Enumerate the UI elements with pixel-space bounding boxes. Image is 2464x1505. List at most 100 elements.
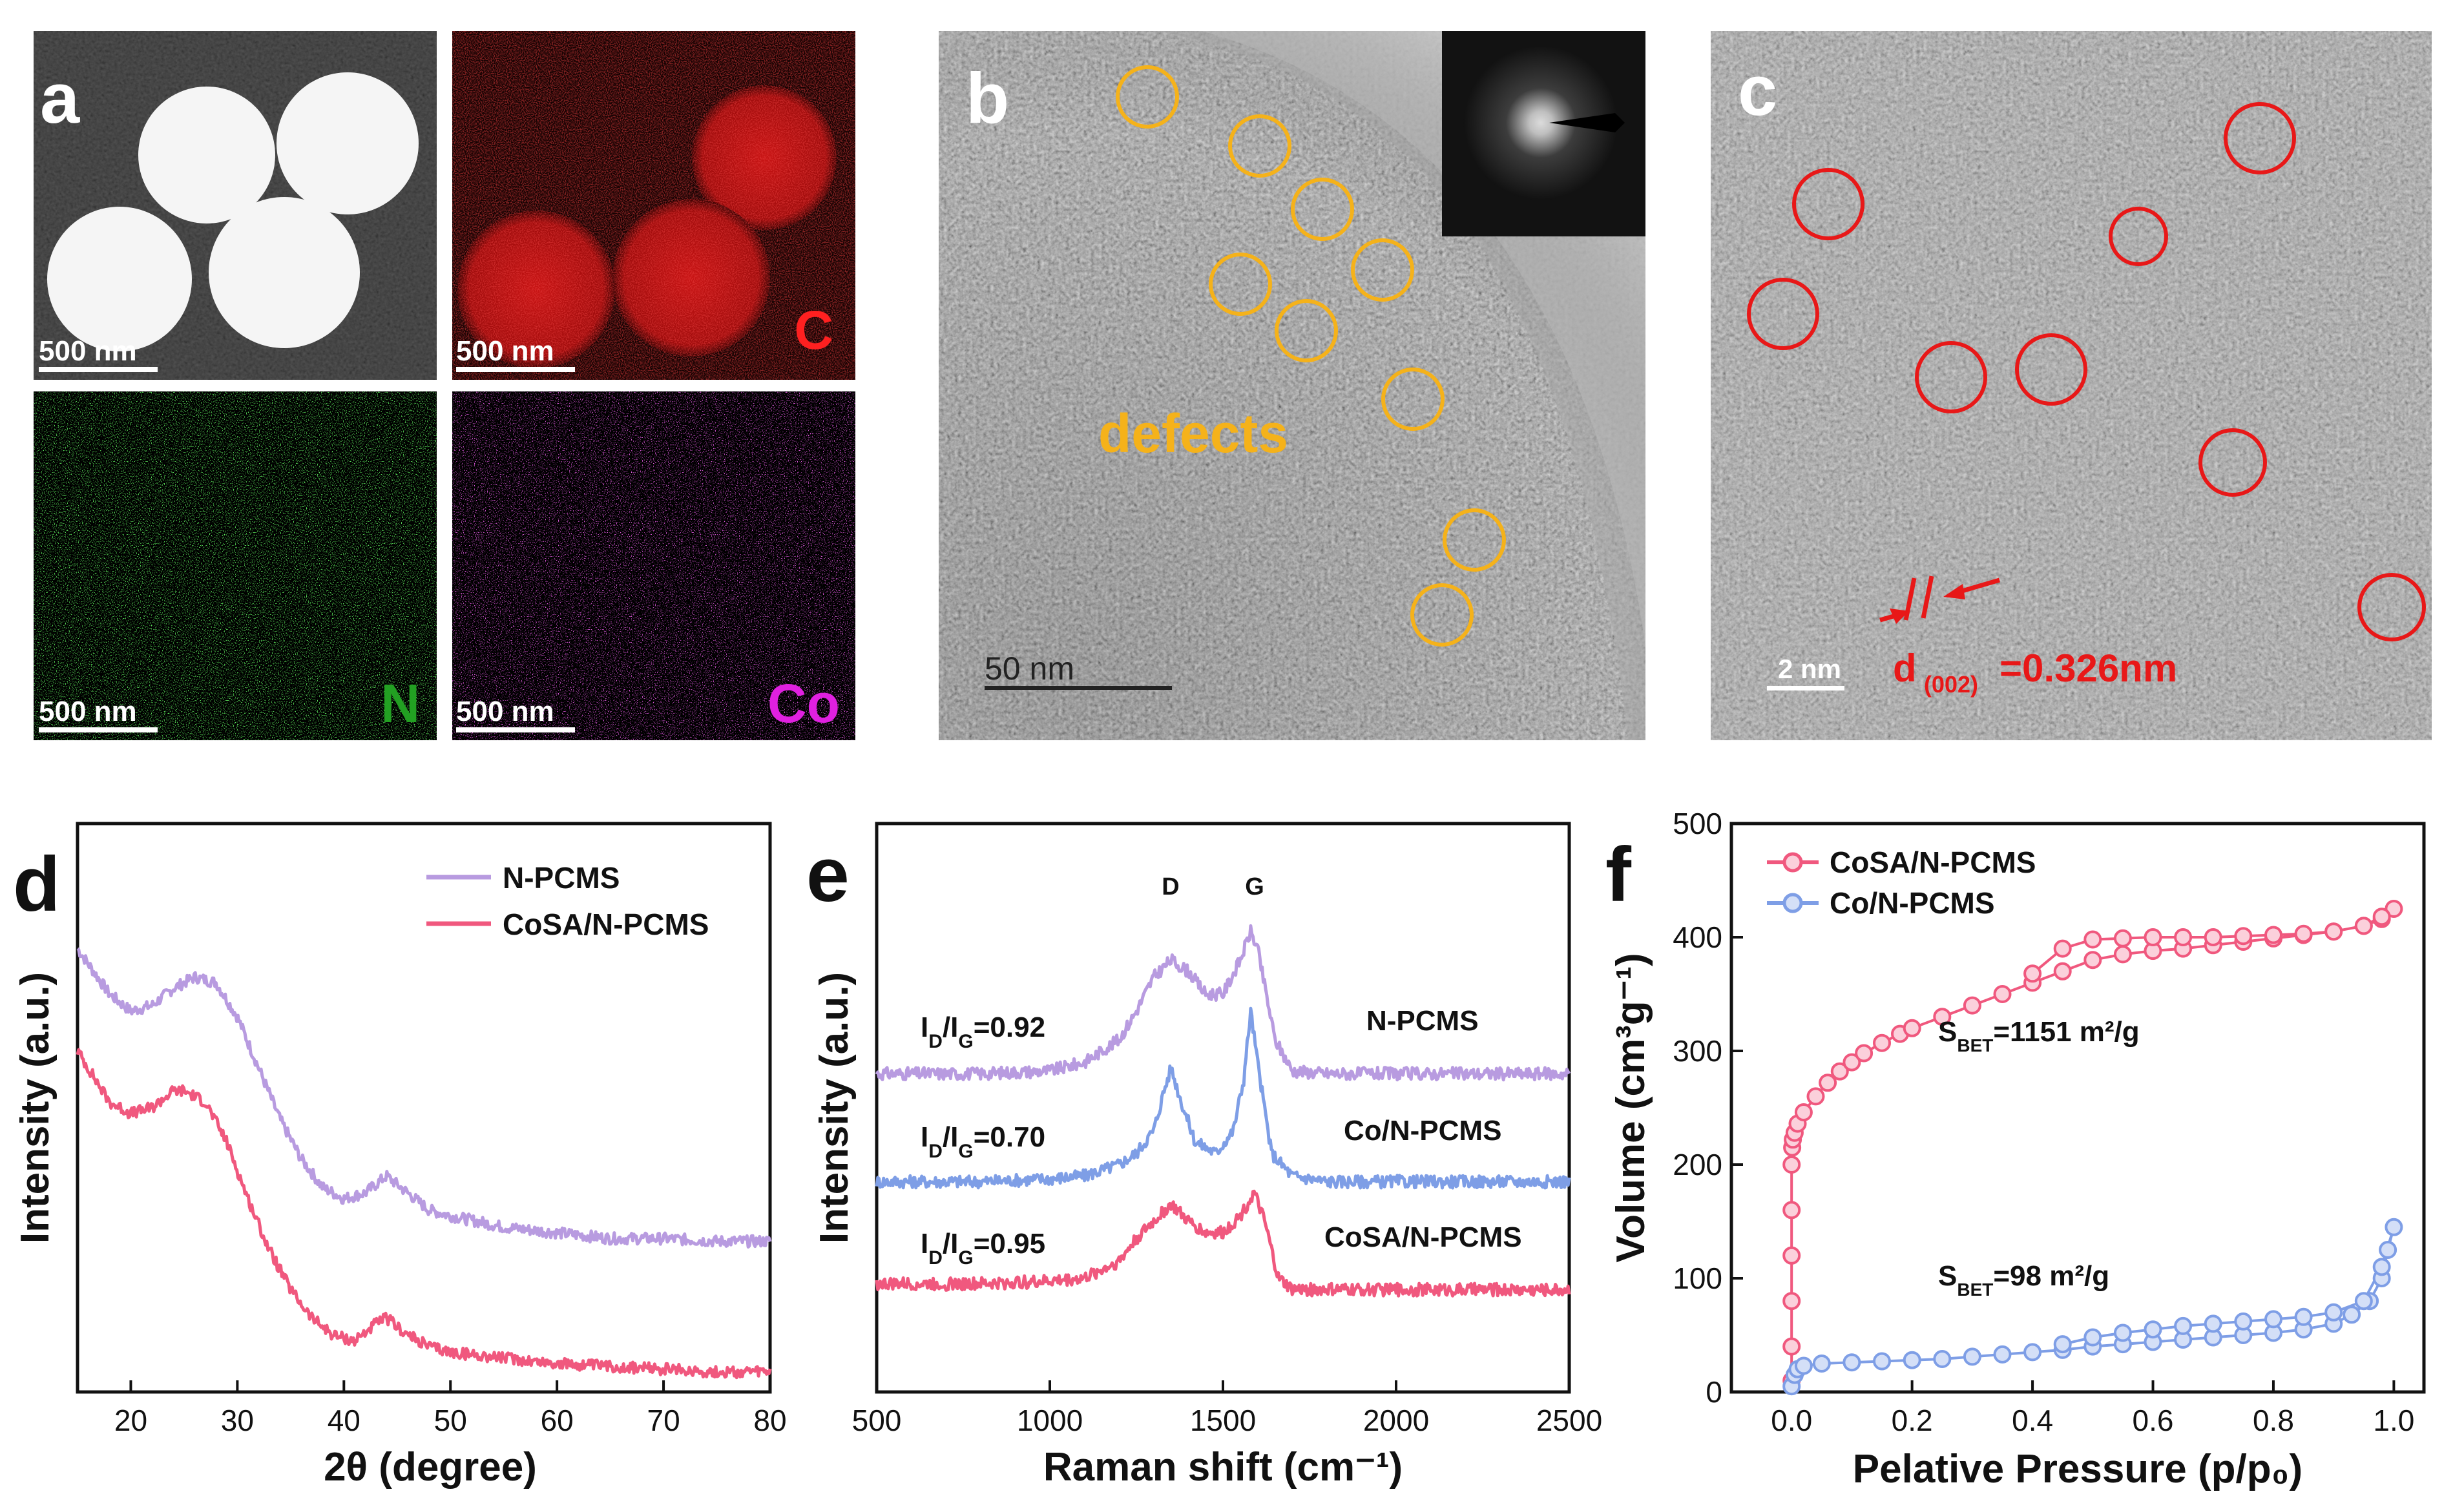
defect-marker [1291,178,1354,241]
sphere [277,72,419,214]
x-axis-label: Raman shift (cm⁻¹) [1043,1445,1403,1489]
y-tick-label: 400 [1673,920,1722,954]
ratio-label: ID/IG=0.95 [921,1228,1045,1269]
x-tick-label: 60 [541,1404,574,1437]
legend-marker [1782,852,1803,873]
data-point-co-n-pcms [2264,1310,2282,1329]
atom-marker [2015,333,2087,406]
defect-marker [1443,508,1506,572]
x-tick-label: 2500 [1536,1404,1602,1437]
data-point-cosa-n-pcms [2023,964,2042,983]
ratio-label: ID/IG=0.92 [921,1012,1045,1052]
x-tick-label: 500 [852,1404,902,1437]
data-point-cosa-n-pcms [2264,926,2282,944]
plot-frame [1729,822,2426,1394]
legend-label: CoSA/N-PCMS [503,908,709,941]
panel-a: a 500 nm C 500 nm N 500 nm Co [34,31,855,740]
data-point-co-n-pcms [2385,1218,2403,1236]
data-point-co-n-pcms [1903,1351,1921,1369]
y-axis-label: Intensity (a.u.) [13,972,57,1243]
sphere [138,87,275,223]
data-point-cosa-n-pcms [1782,1246,1801,1265]
legend-label: Co/N-PCMS [1830,886,1995,920]
series-label: Co/N-PCMS [1344,1115,1501,1147]
c-map: C 500 nm [452,31,855,380]
x-axis-label: 2θ (degree) [324,1445,537,1489]
x-tick-label: 0.0 [1771,1404,1812,1437]
data-point-co-n-pcms [1873,1352,1891,1371]
chart-e: 500 1000 1500 2000 2500 e Raman shift (cm⁻¹)… [806,822,1602,1489]
data-point-co-n-pcms [2083,1328,2102,1347]
y-tick-label: 300 [1673,1034,1722,1068]
data-point-cosa-n-pcms [1963,996,1981,1015]
scale-bar-label: 50 nm [985,650,1074,687]
legend: N-PCMS CoSA/N-PCMS [426,861,709,941]
legend-marker [1782,893,1803,913]
defect-marker [1228,114,1291,178]
data-point-cosa-n-pcms [2053,962,2072,981]
scale-bar [456,367,575,372]
data-point-cosa-n-pcms [1819,1074,1837,1092]
panel-label: b [966,59,1009,138]
panel-b: b defects 50 nm [939,31,1645,740]
data-point-cosa-n-pcms [2372,908,2391,926]
data-point-cosa-n-pcms [1782,1292,1801,1311]
svg-text:e: e [806,831,850,918]
atom-marker [2198,428,2267,497]
element-label-n: N [381,673,420,734]
data-point-cosa-n-pcms [1782,1156,1801,1174]
peak-label-d: D [1162,873,1179,900]
data-point-cosa-n-pcms [2354,917,2373,935]
y-tick-label: 500 [1673,807,1722,840]
defects-label: defects [1098,403,1288,464]
atom-marker [2109,207,2168,266]
x-tick-label: 50 [434,1404,467,1437]
defect-marker [1381,368,1445,431]
scale-bar-label: 2 nm [1778,654,1841,684]
data-point-cosa-n-pcms [2234,927,2253,946]
chart-d: 20 30 40 50 60 70 80 d 2θ (degree) Intensity (… [13,822,787,1489]
data-point-cosa-n-pcms [2113,945,2132,964]
series-line-n-pcms [76,947,772,1249]
bet-annotation: SBET=98 m²/g [1938,1260,2109,1300]
x-tick-label: 70 [647,1404,680,1437]
legend-label: CoSA/N-PCMS [1830,846,2036,879]
y-tick-label: 100 [1673,1261,1722,1295]
legend-label: N-PCMS [503,861,620,895]
atom-marker [1915,341,1987,413]
x-tick-label: 20 [114,1404,147,1437]
scale-bar [39,367,158,372]
x-tick-label: 0.2 [1892,1404,1933,1437]
atom-marker [2357,573,2426,641]
panel-label: c [1738,51,1777,130]
data-point-cosa-n-pcms [1933,1008,1952,1026]
lattice-circles [1747,102,2426,641]
bet-annotation: SBET=1151 m²/g [1938,1016,2140,1055]
series-line-n-pcms [875,924,1571,1082]
data-point-cosa-n-pcms [2174,928,2193,946]
n-map: N 500 nm [34,391,437,740]
ratio-labels: ID/IG=0.92 ID/IG=0.70 ID/IG=0.95 [921,1012,1045,1269]
defect-marker [1209,253,1272,316]
x-tick-label: 0.6 [2133,1404,2174,1437]
data-point-cosa-n-pcms [1806,1087,1825,1106]
y-tick-label: 200 [1673,1148,1722,1181]
atom-marker [2224,102,2296,174]
svg-text:f: f [1605,831,1632,918]
scale-bar-label: 500 nm [456,335,554,367]
data-point-cosa-n-pcms [1794,1103,1813,1121]
x-tick-label: 40 [328,1404,360,1437]
data-point-co-n-pcms [1993,1345,2012,1364]
data-point-co-n-pcms [1794,1356,1813,1375]
data-point-cosa-n-pcms [2294,924,2313,943]
data-point-cosa-n-pcms [1843,1053,1861,1072]
data-point-cosa-n-pcms [2204,928,2222,946]
series-label: N-PCMS [1366,1005,1479,1037]
x-tick-label: 1000 [1017,1404,1083,1437]
data-point-co-n-pcms [1933,1350,1952,1368]
data-point-co-n-pcms [2144,1320,2162,1339]
data-point-cosa-n-pcms [1855,1044,1874,1063]
data-point-co-n-pcms [2174,1316,2193,1335]
legend: CoSA/N-PCMS Co/N-PCMS [1767,846,2036,920]
